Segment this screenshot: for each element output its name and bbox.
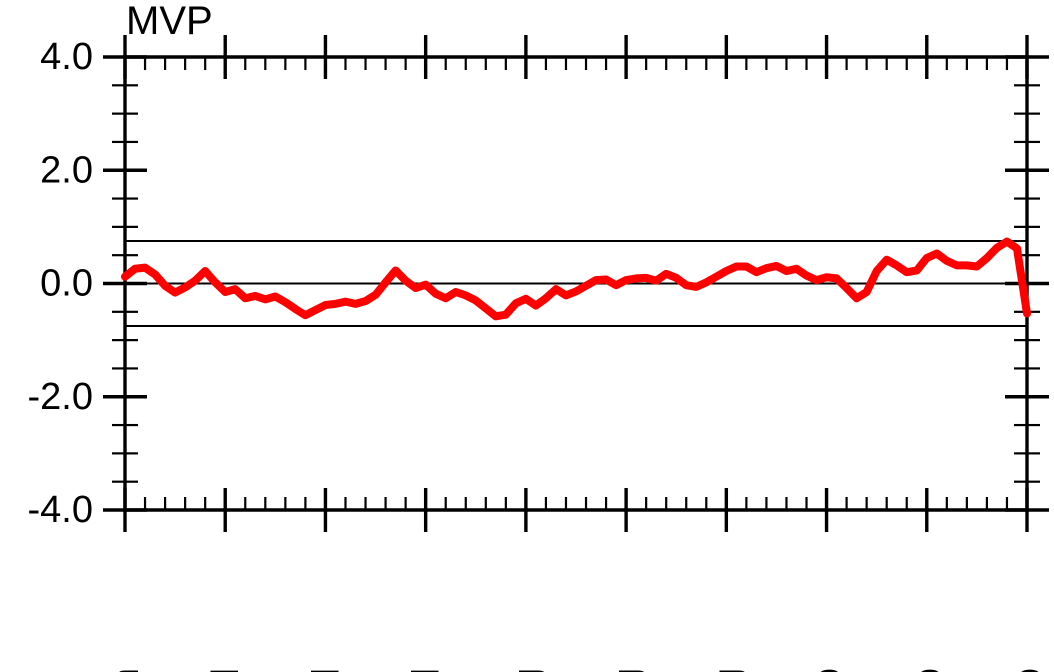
y-tick-label-2: 0.0 xyxy=(40,263,93,305)
x-tick-label-5: 19 Aug xyxy=(606,668,648,672)
x-tick-label-9: 28 Sep xyxy=(1007,668,1049,672)
x-axis-tick-labels: 30 Jun 10 Jul 20 Jul 30 Jul 9 Aug 19 Aug 29 Au… xyxy=(105,668,1049,672)
x-tick-label-1: 10 Jul xyxy=(205,668,247,672)
x-tick-label-4: 9 Aug xyxy=(506,668,548,672)
y-axis-tick-labels: 4.0 2.0 0.0 -2.0 -4.0 xyxy=(28,36,93,531)
x-axis-minor-ticks xyxy=(143,57,1009,510)
reference-lines-group xyxy=(125,240,1027,327)
chart-title: MVP xyxy=(126,0,213,43)
x-tick-label-7: 8 Sep xyxy=(807,668,849,672)
y-tick-label-1: 2.0 xyxy=(40,149,93,191)
x-tick-label-6: 29 Aug xyxy=(706,668,748,672)
x-tick-label-0: 30 Jun xyxy=(105,668,147,672)
y-axis-minor-ticks xyxy=(112,84,1040,483)
y-tick-label-3: -2.0 xyxy=(28,376,93,418)
y-tick-label-4: -4.0 xyxy=(28,489,93,531)
data-series-group xyxy=(121,237,1031,321)
x-tick-label-3: 30 Jul xyxy=(406,668,448,672)
y-axis-major-ticks xyxy=(103,55,1049,512)
y-tick-label-0: 4.0 xyxy=(40,36,93,78)
axis-frame xyxy=(123,55,1029,512)
x-tick-label-8: 18 Sep xyxy=(907,668,949,672)
series-line-mvp xyxy=(121,237,1031,321)
x-tick-label-2: 20 Jul xyxy=(305,668,347,672)
